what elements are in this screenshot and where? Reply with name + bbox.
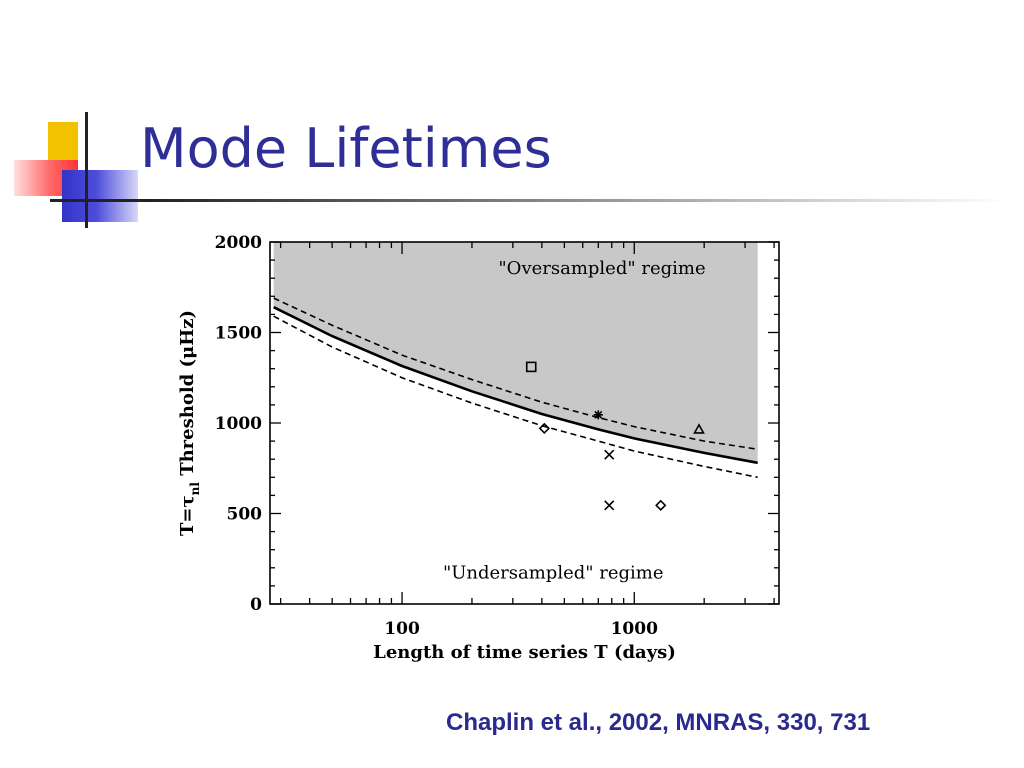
y-tick-label: 1000 xyxy=(215,414,262,434)
y-axis-title-prefix: T=τ xyxy=(177,495,198,536)
decor-vertical-line xyxy=(85,112,88,228)
oversampled-region xyxy=(273,242,758,463)
y-axis-title-suffix: Threshold (μHz) xyxy=(177,310,198,482)
slide-title: Mode Lifetimes xyxy=(140,117,552,180)
x-tick-label: 100 xyxy=(384,619,420,639)
threshold-chart: 0 500 1000 1500 2000 100 1000 "Oversampled" re… xyxy=(177,233,780,663)
annotation-oversampled: "Oversampled" regime xyxy=(498,258,705,279)
y-tick-label: 1500 xyxy=(215,324,262,344)
citation: Chaplin et al., 2002, MNRAS, 330, 731 xyxy=(446,709,871,736)
point-diamond xyxy=(655,499,667,511)
point-cross xyxy=(604,500,615,511)
y-tick-label: 500 xyxy=(227,505,263,525)
plot-area xyxy=(273,242,758,511)
x-axis-title: Length of time series T (days) xyxy=(373,642,676,663)
point-cross xyxy=(604,449,615,460)
axes: 0 500 1000 1500 2000 100 1000 xyxy=(215,233,780,639)
x-tick-label: 1000 xyxy=(611,619,658,639)
point-triangle xyxy=(693,423,705,434)
series-upper-bound xyxy=(273,297,758,451)
y-tick-label: 2000 xyxy=(215,233,262,253)
y-tick-label: 0 xyxy=(250,595,262,615)
y-axis-title-subscript: nl xyxy=(188,482,202,496)
point-diamond xyxy=(538,422,550,435)
point-square xyxy=(525,361,537,373)
title-underline xyxy=(50,199,1010,202)
series-threshold xyxy=(273,305,758,465)
decor-blue-square xyxy=(62,170,138,222)
annotation-undersampled: "Undersampled" regime xyxy=(443,562,664,583)
y-axis-title: T=τnl Threshold (μHz) xyxy=(177,310,202,536)
point-asterisk xyxy=(593,410,603,420)
